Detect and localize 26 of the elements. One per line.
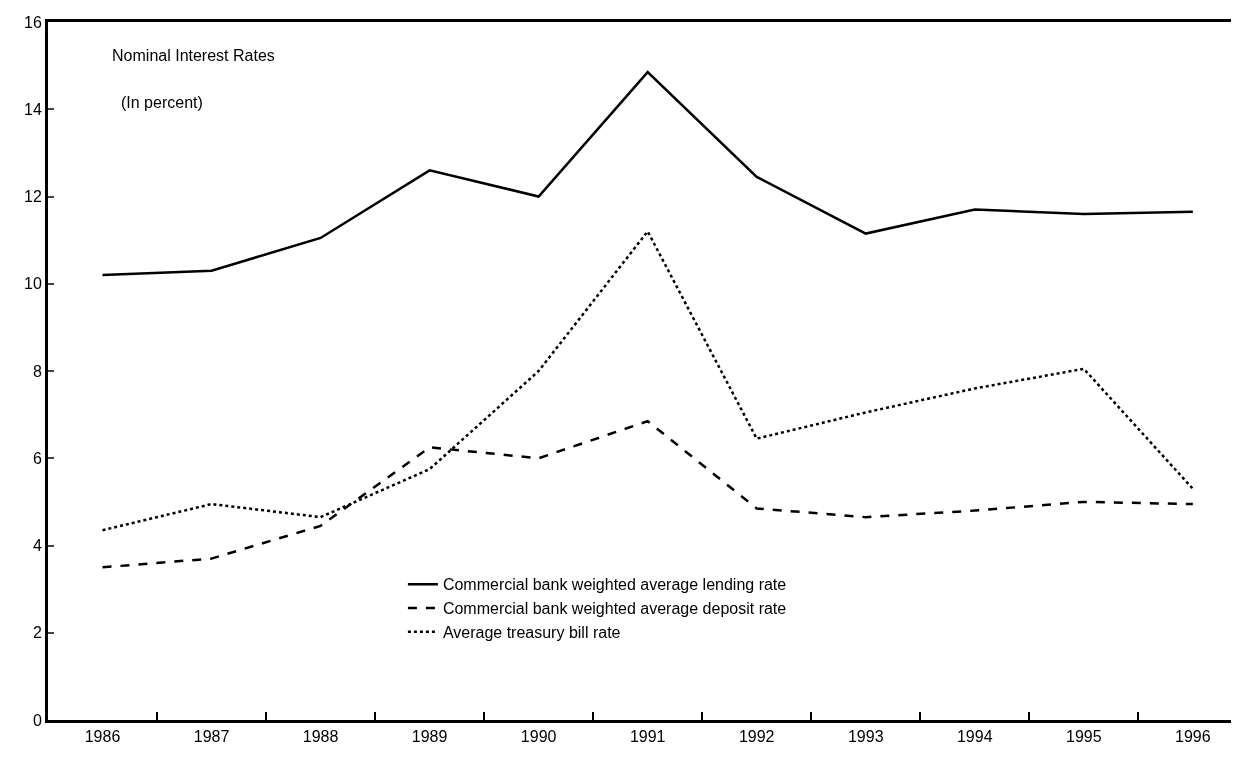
y-tick-label: 8 — [32, 362, 42, 380]
y-tick-label: 2 — [32, 624, 42, 642]
y-tick-label: 4 — [32, 537, 42, 555]
x-tick-label: 1988 — [302, 728, 339, 746]
x-tick-label: 1990 — [520, 728, 557, 746]
x-tick-label: 1991 — [629, 728, 666, 746]
legend-label: Commercial bank weighted average lending rate — [442, 576, 787, 594]
x-tick-label: 1987 — [193, 728, 230, 746]
x-tick-label: 1996 — [1175, 728, 1211, 746]
x-tick-label: 1994 — [956, 728, 993, 746]
x-tick-label: 1993 — [847, 728, 884, 746]
y-tick-label: 12 — [24, 188, 42, 206]
y-tick-label: 6 — [32, 449, 42, 467]
text: Nominal Interest Rates — [112, 47, 275, 65]
y-tick-label: 0 — [32, 711, 42, 729]
x-tick-label: 1992 — [738, 728, 775, 746]
x-tick-label: 1986 — [84, 728, 121, 746]
y-tick-label: 14 — [24, 100, 42, 118]
legend-label: Commercial bank weighted average deposit rate — [442, 600, 787, 618]
legend-label: Average treasury bill rate — [442, 624, 621, 642]
y-axis-title: (In percent) — [121, 94, 203, 111]
x-tick-label: 1989 — [411, 728, 448, 746]
line-series — [101, 70, 1195, 277]
y-tick-label: 16 — [24, 13, 42, 31]
x-tick-label: 1995 — [1066, 728, 1102, 746]
y-tick-label: 10 — [24, 275, 42, 293]
